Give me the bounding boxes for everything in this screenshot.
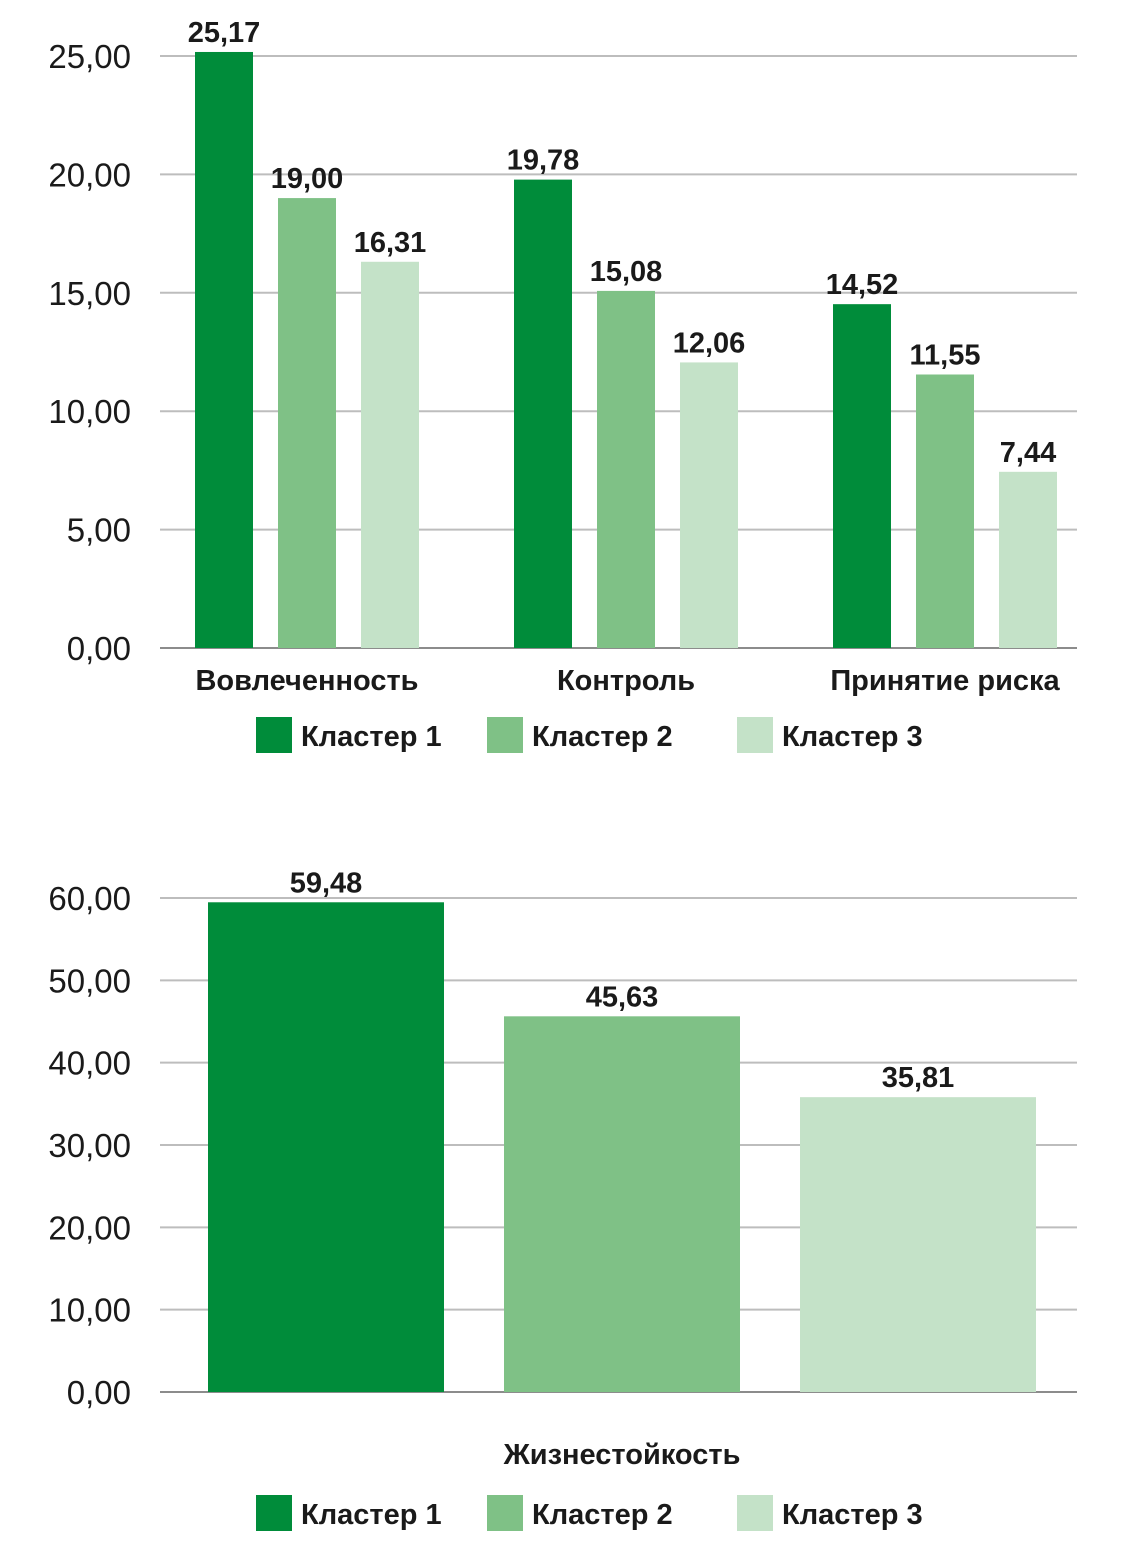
bar-2-series-2 (597, 290, 655, 648)
bar-3-series-2 (916, 374, 974, 648)
legend-label-1: Кластер 1 (301, 721, 442, 753)
data-label: 12,06 (673, 327, 746, 359)
bar-1-series-2 (504, 1016, 740, 1392)
legend-label-3: Кластер 3 (782, 1499, 923, 1531)
data-label: 25,17 (188, 17, 261, 49)
legend-swatch-1 (256, 1495, 292, 1531)
bar-1-series-3 (800, 1097, 1036, 1392)
data-label: 35,81 (882, 1062, 955, 1094)
y-tick-label: 10,00 (48, 393, 131, 430)
bar-1-series-1 (208, 902, 444, 1392)
y-tick-label: 0,00 (67, 630, 131, 667)
data-label: 45,63 (586, 981, 659, 1013)
bar-2-series-1 (514, 179, 572, 648)
data-label: 15,08 (590, 256, 663, 288)
bar-1-series-1 (195, 51, 253, 648)
legend-swatch-1 (256, 717, 292, 753)
bar-1-series-2 (278, 198, 336, 648)
legend-swatch-2 (487, 1495, 523, 1531)
legend-label-2: Кластер 2 (532, 1499, 673, 1531)
chart-top: 0,00 5,00 10,00 15,00 20,00 25,00 25,17 19,00 16… (48, 17, 1077, 753)
y-tick-label: 60,00 (48, 880, 131, 917)
category-label: Контроль (557, 665, 695, 697)
y-tick-label: 40,00 (48, 1045, 131, 1082)
bar-2-series-3 (680, 362, 738, 648)
bar-1-series-3 (361, 261, 419, 648)
data-label: 19,00 (271, 163, 344, 195)
legend-label-3: Кластер 3 (782, 721, 923, 753)
category-label: Принятие риска (830, 665, 1060, 697)
y-tick-label: 15,00 (48, 275, 131, 312)
bar-3-series-3 (999, 471, 1057, 648)
y-tick-label: 20,00 (48, 156, 131, 193)
y-tick-label: 0,00 (67, 1374, 131, 1411)
y-tick-label: 5,00 (67, 512, 131, 549)
y-tick-label: 25,00 (48, 38, 131, 75)
data-label: 7,44 (1000, 437, 1056, 469)
bar-3-series-1 (833, 304, 891, 648)
legend-label-2: Кластер 2 (532, 721, 673, 753)
data-label: 19,78 (507, 145, 580, 177)
legend-swatch-2 (487, 717, 523, 753)
chart-bottom: 0,00 10,00 20,00 30,00 40,00 50,00 60,00 59,48 4… (48, 867, 1077, 1531)
category-label: Жизнестойкость (503, 1439, 741, 1471)
legend-label-1: Кластер 1 (301, 1499, 442, 1531)
category-label: Вовлеченность (195, 665, 418, 697)
y-tick-label: 20,00 (48, 1209, 131, 1246)
legend-swatch-3 (737, 717, 773, 753)
data-label: 14,52 (826, 269, 899, 301)
y-tick-label: 10,00 (48, 1292, 131, 1329)
legend-swatch-3 (737, 1495, 773, 1531)
data-label: 11,55 (910, 339, 981, 371)
y-tick-label: 30,00 (48, 1127, 131, 1164)
data-label: 59,48 (290, 867, 363, 899)
y-tick-label: 50,00 (48, 962, 131, 999)
data-label: 16,31 (354, 227, 427, 259)
